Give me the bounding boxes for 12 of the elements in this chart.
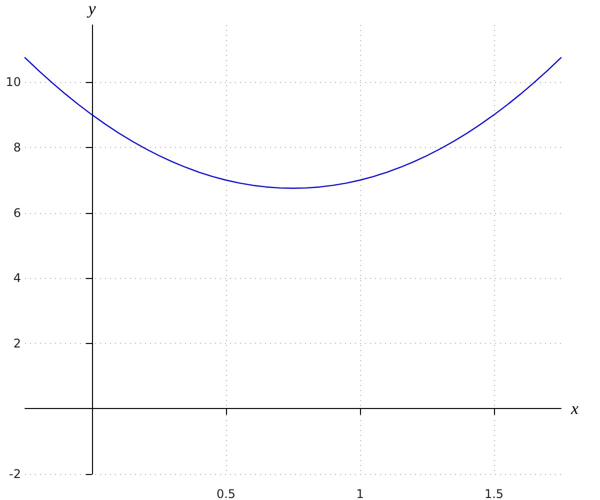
x-axis-title: x [570,399,579,418]
x-tick-label: 0.5 [216,487,236,500]
y-tick-label: 6 [13,206,21,220]
line-series [24,57,562,189]
x-tick-label: 1 [356,487,364,500]
y-tick-label: 2 [13,336,21,350]
x-tick-label: 1.5 [484,487,504,500]
y-tick-label: 8 [13,140,21,154]
y-tick-label: 4 [13,271,21,286]
y-axis-title: y [86,0,96,18]
y-tick-label: -2 [9,467,21,481]
y-tick-label: 10 [6,75,21,90]
